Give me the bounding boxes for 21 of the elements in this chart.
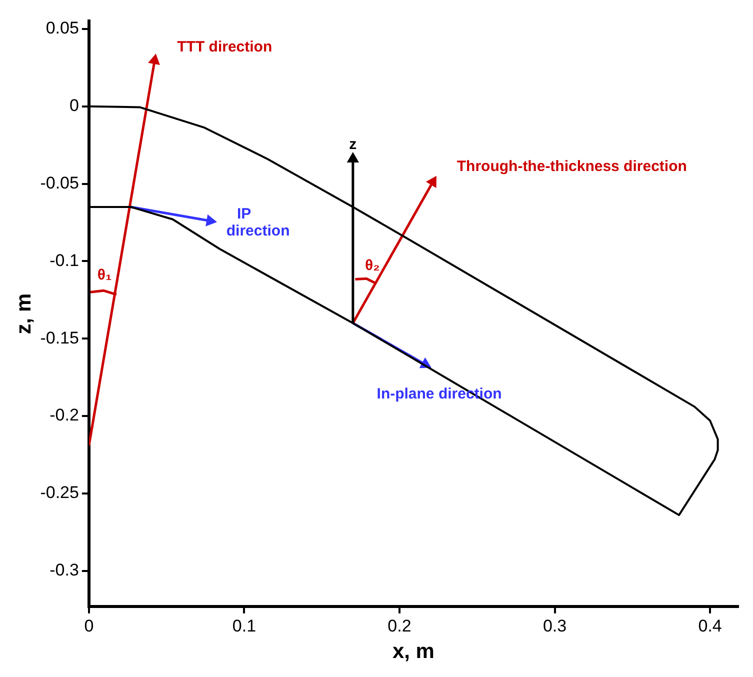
series-label: Through-the-thickness direction (456, 158, 687, 176)
y-tick-label: -0.1 (50, 250, 79, 270)
x-tick-label: 0.3 (542, 616, 567, 636)
y-tick-label: -0.05 (40, 173, 79, 192)
x-tick-label: 0.1 (232, 616, 256, 636)
x-axis-title: x, m (392, 640, 434, 664)
y-tick-label: -0.3 (50, 560, 79, 580)
y-tick-label: -0.2 (50, 406, 79, 425)
y-axis-title: z, m (12, 293, 36, 334)
x-tick-label: 0.4 (698, 616, 722, 636)
series-label: z (349, 136, 357, 154)
series-label: θ₂ (365, 256, 380, 274)
y-tick-label: 0 (69, 96, 79, 116)
y-tick-label: 0.05 (46, 18, 79, 38)
series-label: θ₁ (97, 266, 112, 284)
series-label: IP direction (226, 206, 290, 240)
y-tick-label: -0.25 (40, 483, 79, 502)
y-tick-label: -0.15 (40, 328, 79, 348)
x-tick-label: 0.2 (388, 616, 412, 636)
x-tick-label: 0 (84, 616, 94, 636)
series-label: TTT direction (177, 38, 272, 56)
